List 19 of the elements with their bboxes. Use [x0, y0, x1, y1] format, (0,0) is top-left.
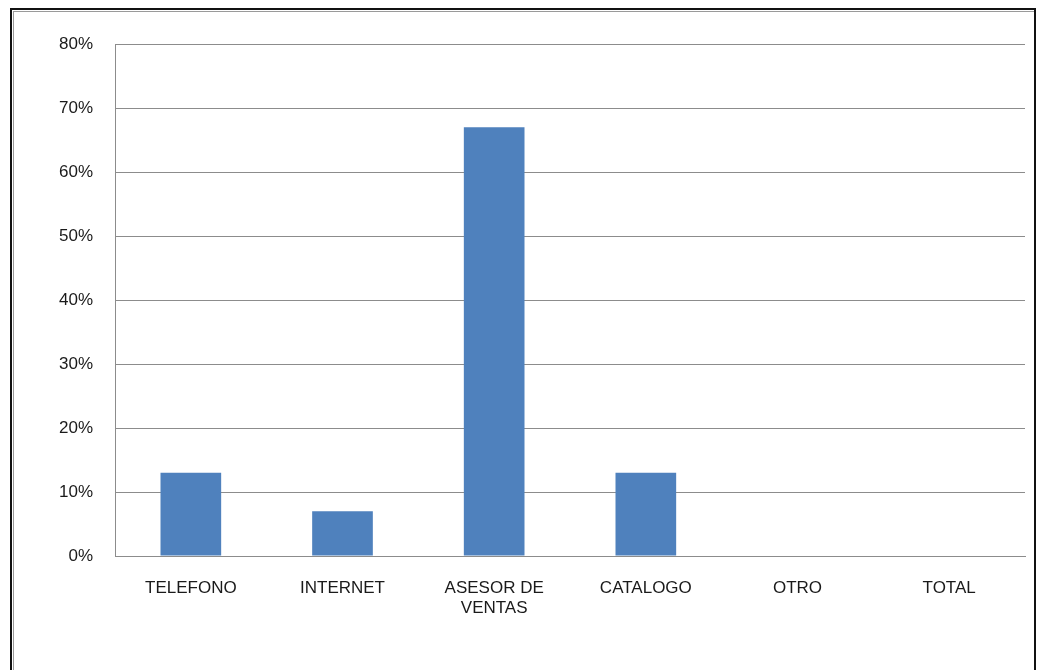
- y-tick-label: 10%: [58, 481, 93, 501]
- y-tick-label: 20%: [58, 417, 93, 437]
- x-tick-label: CATALOGO: [599, 577, 692, 597]
- bar: [312, 511, 373, 556]
- y-tick-label: 40%: [58, 289, 93, 309]
- bar: [463, 127, 525, 556]
- bar: [615, 472, 677, 556]
- x-tick-label: TELEFONO: [145, 577, 237, 597]
- y-tick-label: 0%: [68, 545, 93, 565]
- x-tick-label: TOTAL: [922, 577, 976, 597]
- y-tick-label: 50%: [58, 225, 93, 245]
- x-tick-label: ASESOR DE VENTAS: [444, 577, 544, 618]
- x-tick-label: OTRO: [772, 577, 823, 597]
- y-tick-label: 30%: [58, 353, 93, 373]
- y-tick-label: 60%: [58, 161, 93, 181]
- y-tick-label: 80%: [58, 33, 93, 53]
- x-tick-label: INTERNET: [300, 577, 385, 597]
- y-tick-label: 70%: [58, 97, 93, 117]
- bar: [160, 472, 222, 556]
